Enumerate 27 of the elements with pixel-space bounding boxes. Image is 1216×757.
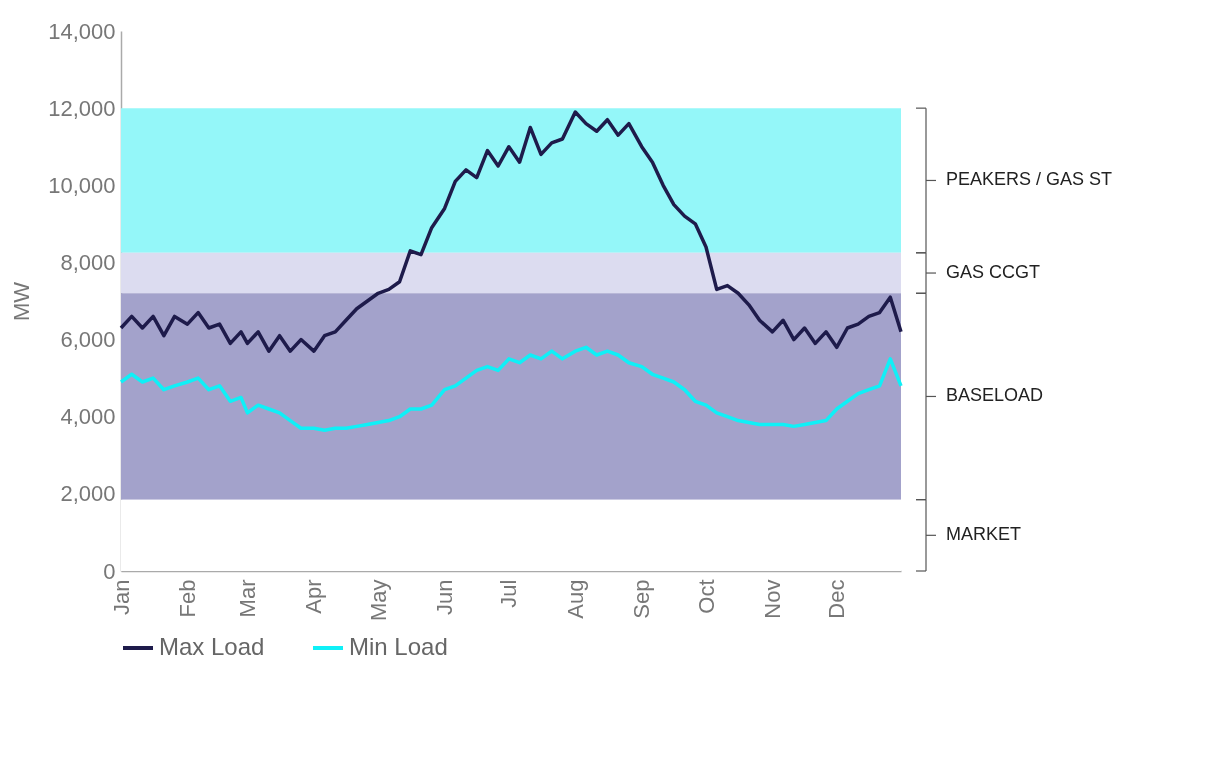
x-tick-label: Dec	[824, 579, 850, 619]
line-series	[119, 110, 903, 353]
x-tick-label: Jul	[496, 579, 522, 608]
x-tick-label: Aug	[562, 579, 588, 619]
band-label: GAS CCGT	[946, 262, 1041, 283]
band-label: PEAKERS / GAS ST	[946, 169, 1113, 190]
band-label: BASELOAD	[946, 385, 1044, 406]
y-tick-label: 12,000	[48, 95, 116, 121]
x-tick-label: Sep	[629, 579, 655, 619]
legend-label: Max Load	[159, 633, 265, 660]
legend-label: Min Load	[349, 633, 448, 660]
y-tick-label: 10,000	[48, 172, 116, 198]
x-tick-label: Apr	[301, 579, 327, 614]
y-tick-label: 6,000	[60, 327, 116, 353]
x-tick-label: Jun	[432, 579, 458, 615]
y-tick-label: 14,000	[48, 18, 116, 44]
x-tick-label: Oct	[693, 579, 719, 614]
band-label: MARKET	[946, 524, 1022, 545]
y-tick-label: 8,000	[60, 249, 116, 275]
y-tick-label: 4,000	[60, 404, 116, 430]
x-tick-label: May	[365, 579, 391, 622]
x-tick-label: Mar	[234, 579, 260, 618]
x-tick-label: Nov	[759, 579, 785, 619]
x-tick-label: Feb	[174, 579, 200, 618]
y-tick-label: 2,000	[60, 481, 116, 507]
y-axis-title: MW	[9, 281, 35, 322]
line-series	[119, 345, 903, 432]
